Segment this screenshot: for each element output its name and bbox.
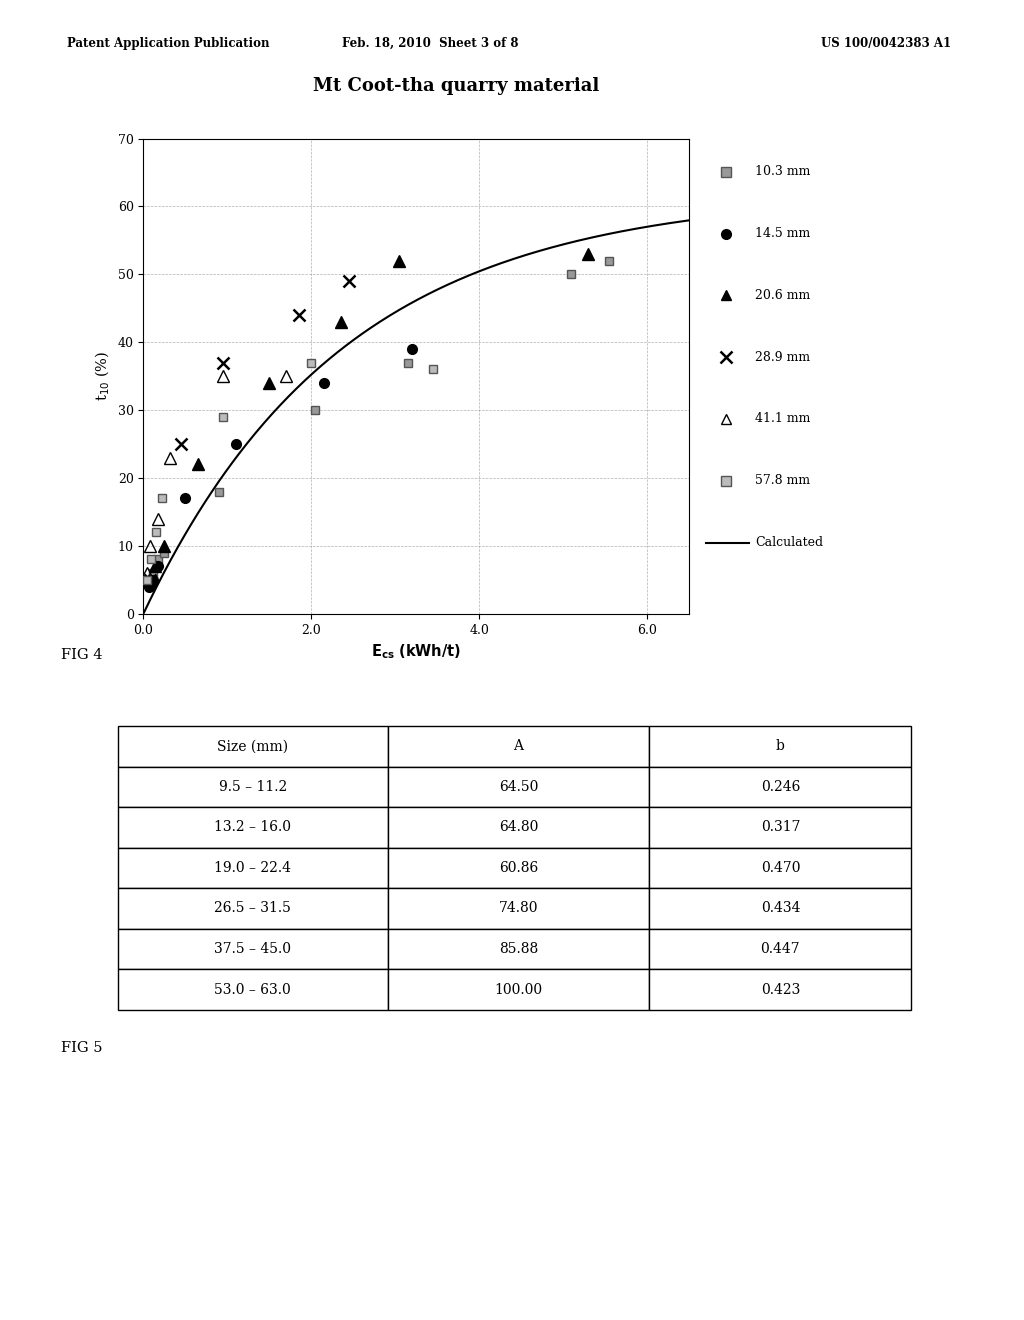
Text: Calculated: Calculated [755, 536, 823, 549]
Text: 100.00: 100.00 [495, 982, 543, 997]
Bar [649, 969, 911, 1010]
Text: 0.317: 0.317 [761, 820, 800, 834]
Bar [649, 929, 911, 969]
Bar [387, 888, 649, 929]
Text: 53.0 – 63.0: 53.0 – 63.0 [214, 982, 291, 997]
Text: 0.470: 0.470 [761, 861, 800, 875]
Text: 26.5 – 31.5: 26.5 – 31.5 [214, 902, 291, 916]
Text: 74.80: 74.80 [499, 902, 539, 916]
Text: Feb. 18, 2010  Sheet 3 of 8: Feb. 18, 2010 Sheet 3 of 8 [342, 37, 518, 50]
Text: 10.3 mm: 10.3 mm [755, 165, 810, 178]
Bar [118, 726, 387, 767]
Text: 20.6 mm: 20.6 mm [755, 289, 810, 302]
Bar [387, 847, 649, 888]
Text: Mt Coot-tha quarry material: Mt Coot-tha quarry material [313, 78, 600, 95]
X-axis label: $\mathbf{E_{cs}}$ $\mathbf{(kWh/t)}$: $\mathbf{E_{cs}}$ $\mathbf{(kWh/t)}$ [371, 642, 461, 661]
Text: 57.8 mm: 57.8 mm [755, 474, 810, 487]
Bar [387, 767, 649, 807]
Bar [387, 929, 649, 969]
Bar [387, 807, 649, 847]
Text: b: b [776, 739, 784, 754]
Bar [387, 969, 649, 1010]
Y-axis label: t$_{10}$ (%): t$_{10}$ (%) [93, 351, 112, 401]
Text: 64.80: 64.80 [499, 820, 539, 834]
Bar [118, 767, 387, 807]
Text: FIG 4: FIG 4 [61, 648, 103, 661]
Bar [649, 726, 911, 767]
Bar [118, 807, 387, 847]
Text: US 100/0042383 A1: US 100/0042383 A1 [820, 37, 951, 50]
Text: 0.447: 0.447 [761, 942, 800, 956]
Bar [387, 726, 649, 767]
Bar [118, 969, 387, 1010]
Text: 0.246: 0.246 [761, 780, 800, 793]
Bar [649, 847, 911, 888]
Bar [649, 807, 911, 847]
Bar [118, 929, 387, 969]
Bar [649, 888, 911, 929]
Bar [649, 767, 911, 807]
Text: FIG 5: FIG 5 [61, 1041, 103, 1055]
Text: 41.1 mm: 41.1 mm [755, 412, 810, 425]
Text: Patent Application Publication: Patent Application Publication [67, 37, 269, 50]
Text: 85.88: 85.88 [499, 942, 539, 956]
Text: A: A [513, 739, 523, 754]
Text: 37.5 – 45.0: 37.5 – 45.0 [214, 942, 291, 956]
Bar [118, 888, 387, 929]
Text: 64.50: 64.50 [499, 780, 539, 793]
Text: 0.423: 0.423 [761, 982, 800, 997]
Text: 28.9 mm: 28.9 mm [755, 351, 810, 364]
Bar [118, 847, 387, 888]
Text: 13.2 – 16.0: 13.2 – 16.0 [214, 820, 291, 834]
Text: 60.86: 60.86 [499, 861, 539, 875]
Text: 14.5 mm: 14.5 mm [755, 227, 810, 240]
Text: Size (mm): Size (mm) [217, 739, 288, 754]
Text: 0.434: 0.434 [761, 902, 800, 916]
Text: 9.5 – 11.2: 9.5 – 11.2 [218, 780, 287, 793]
Text: 19.0 – 22.4: 19.0 – 22.4 [214, 861, 291, 875]
